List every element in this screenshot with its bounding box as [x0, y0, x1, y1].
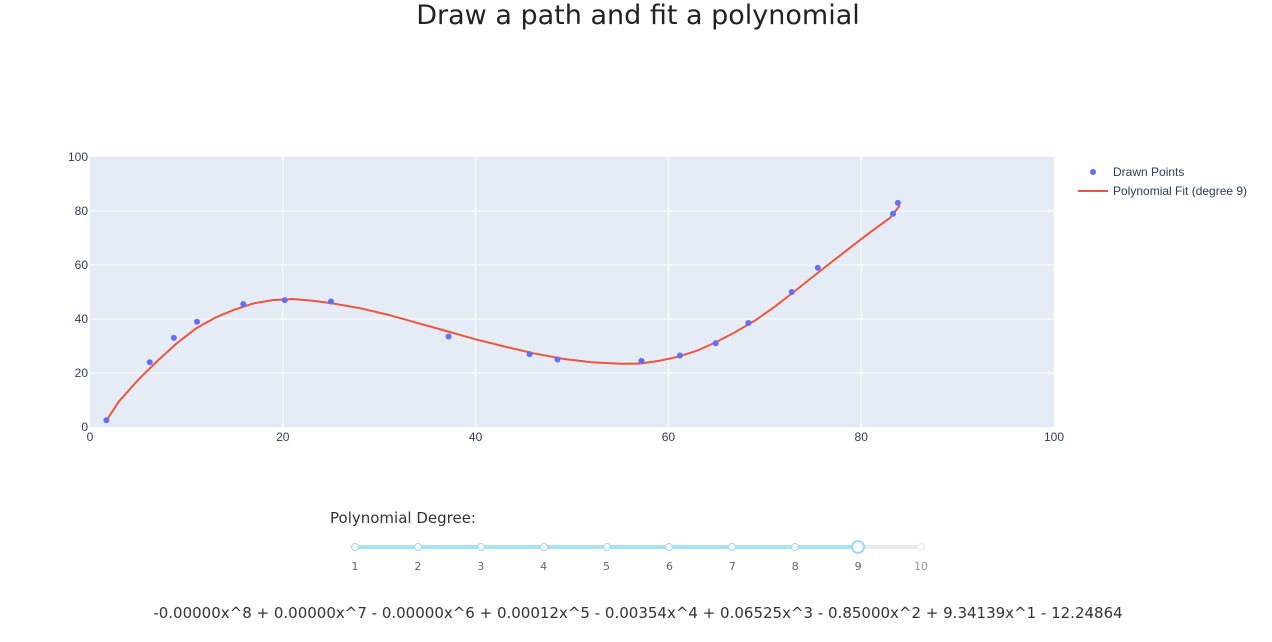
slider-mark-label[interactable]: 8: [791, 560, 799, 573]
slider-mark-label[interactable]: 5: [603, 560, 611, 573]
slider-mark-label[interactable]: 9: [854, 560, 862, 573]
y-tick-label: 100: [68, 150, 88, 164]
slider-step-dot[interactable]: [602, 543, 611, 551]
slider-mark-label[interactable]: 10: [914, 560, 928, 573]
data-point: [445, 333, 452, 340]
legend-label-fit: Polynomial Fit (degree 9): [1113, 184, 1247, 198]
slider-mark-label[interactable]: 6: [665, 560, 673, 573]
slider-mark-label[interactable]: 7: [728, 560, 736, 573]
slider-step-dot[interactable]: [476, 543, 485, 551]
data-point: [170, 334, 177, 341]
x-tick-label: 20: [276, 430, 290, 444]
data-point: [638, 357, 645, 364]
slider-mark-label[interactable]: 2: [414, 560, 422, 573]
data-point: [814, 264, 821, 271]
slider-mark-label[interactable]: 4: [540, 560, 548, 573]
data-point: [894, 199, 901, 206]
slider-label: Polynomial Degree:: [330, 509, 476, 527]
x-tick-label: 0: [87, 430, 94, 444]
data-point: [890, 210, 897, 217]
x-tick-label: 40: [469, 430, 483, 444]
data-point: [788, 289, 795, 295]
x-tick-label: 80: [855, 430, 869, 444]
data-point: [526, 351, 533, 358]
y-tick-label: 80: [75, 204, 89, 218]
slider-step-dot[interactable]: [665, 543, 674, 551]
slider-handle[interactable]: [851, 540, 866, 554]
polynomial-equation: -0.00000x^8 + 0.00000x^7 - 0.00000x^6 + …: [153, 604, 1123, 622]
data-point: [712, 340, 719, 347]
slider-mark-label[interactable]: 3: [477, 560, 485, 573]
plot-area: [90, 157, 1054, 427]
y-tick-label: 40: [75, 312, 89, 326]
slider-step-dot[interactable]: [791, 543, 800, 551]
y-tick-label: 0: [81, 420, 88, 434]
x-tick-label: 100: [1044, 430, 1064, 444]
data-point: [745, 320, 752, 327]
data-point: [103, 417, 110, 424]
data-point: [676, 352, 683, 359]
slider-step-dot[interactable]: [351, 543, 359, 551]
slider-step-dot[interactable]: [413, 543, 422, 551]
x-tick-label: 60: [662, 430, 676, 444]
data-point: [554, 356, 561, 363]
data-point: [146, 359, 153, 366]
polynomial-chart[interactable]: 0 20 40 60 80 100 0 20 40 60 80 100 Drawn Points Poly…: [0, 0, 1272, 470]
slider-step-dot[interactable]: [539, 543, 548, 551]
data-point: [194, 318, 201, 325]
page-title: Draw a path and fit a polynomial: [416, 0, 860, 31]
legend-label-points: Drawn Points: [1113, 165, 1184, 179]
legend-marker-points: [1090, 169, 1096, 175]
y-tick-label: 20: [75, 366, 89, 380]
slider-step-dot[interactable]: [917, 543, 925, 551]
slider-step-dot[interactable]: [728, 543, 737, 551]
data-point: [240, 301, 247, 308]
degree-slider[interactable]: 1 2 3 4 5 6 7 8 9 10: [340, 532, 940, 582]
slider-mark-label[interactable]: 1: [351, 560, 359, 573]
data-point: [328, 298, 334, 305]
data-point: [281, 297, 288, 304]
y-tick-label: 60: [75, 258, 89, 272]
